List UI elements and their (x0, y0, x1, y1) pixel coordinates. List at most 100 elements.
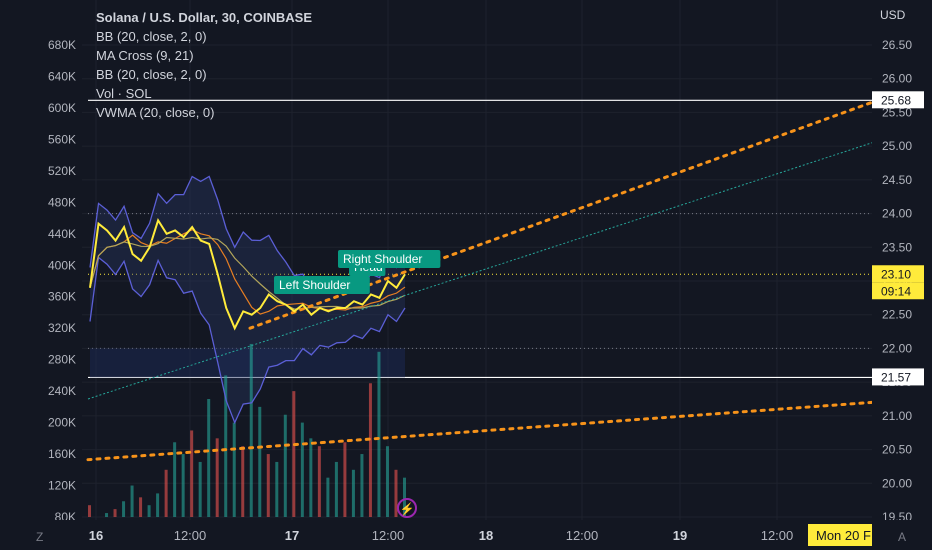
volume-bar (343, 442, 347, 517)
price-line (89, 217, 406, 331)
price-tick: 22.50 (882, 308, 912, 322)
left-shoulder-annotation-label: Left Shoulder (279, 278, 350, 292)
volume-bar (326, 477, 330, 517)
price-tick: 25.00 (882, 139, 912, 153)
volume-bar (181, 454, 185, 517)
time-tick: 16 (89, 528, 103, 543)
volume-bar (351, 469, 355, 517)
upper-trend-line[interactable] (248, 100, 874, 330)
volume-tick: 280K (48, 353, 76, 367)
volume-bar (122, 501, 126, 517)
price-tick: 20.00 (882, 476, 912, 490)
current-date-tag[interactable] (808, 524, 872, 546)
lightning-glyph: ⚡ (400, 502, 415, 516)
price-tick: 21.00 (882, 409, 912, 423)
time-tick: 12:00 (372, 528, 405, 543)
right-shoulder-annotation-label: Right Shoulder (343, 252, 422, 266)
countdown-tag (872, 282, 924, 300)
price-tick: 26.50 (882, 38, 912, 52)
price-tick: 25.50 (882, 105, 912, 119)
volume-bar (309, 438, 313, 517)
volume-bar (173, 442, 177, 517)
time-axis[interactable]: 16 12:00 17 12:00 18 12:00 19 12:00 Mon 20 F ⚡ (0, 498, 932, 550)
volume-bar (88, 505, 91, 517)
right-shoulder-annotation-box[interactable] (338, 250, 441, 268)
volume-tick: 480K (48, 195, 76, 209)
volume-bar (377, 351, 381, 517)
auto-scale-icon[interactable]: A (898, 530, 907, 544)
volume-tick: 520K (48, 164, 76, 178)
volume-tick: 440K (48, 227, 76, 241)
log-scale-icon[interactable]: Z (36, 530, 44, 544)
time-tick: 17 (285, 528, 299, 543)
volume-tick: 120K (48, 479, 76, 493)
volume-tick: 640K (48, 69, 76, 83)
price-tick: 20.50 (882, 443, 912, 457)
volume-bar (139, 497, 143, 517)
price-tick: 22.00 (882, 341, 912, 355)
volume-bar (360, 454, 364, 517)
volume-bar (164, 469, 168, 517)
volume-bar (283, 414, 287, 517)
resistance-price-tag (872, 91, 924, 109)
volume-bars (88, 343, 406, 517)
time-tick: 18 (479, 528, 493, 543)
time-tick: 12:00 (174, 528, 207, 543)
volume-bar (249, 343, 253, 517)
volume-axis: 680K 640K 600K 560K 520K 480K 440K 400K 360K 320K… (48, 38, 76, 524)
indicator-volume[interactable]: Vol · SOL (96, 86, 152, 101)
support-price-tag (872, 368, 924, 386)
indicator-bb-1[interactable]: BB (20, close, 2, 0) (96, 29, 207, 44)
volume-bar (385, 446, 389, 517)
time-tick: 12:00 (761, 528, 794, 543)
volume-bar (368, 383, 372, 517)
countdown-text: 09:14 (881, 284, 911, 298)
symbol-title[interactable]: Solana / U.S. Dollar, 30, COINBASE (96, 10, 313, 25)
lower-trend-line[interactable] (86, 400, 874, 462)
resistance-price-text: 25.68 (881, 93, 911, 107)
time-tick: 12:00 (566, 528, 599, 543)
currency-label[interactable]: USD (880, 8, 906, 22)
volume-bar (266, 454, 270, 517)
price-tick: 23.50 (882, 240, 912, 254)
volume-tick: 160K (48, 447, 76, 461)
bollinger-lower (89, 256, 406, 425)
volume-bar (113, 509, 117, 517)
price-tick: 26.00 (882, 72, 912, 86)
lightning-icon[interactable] (397, 498, 417, 518)
neckline[interactable] (87, 142, 873, 400)
left-shoulder-annotation-box[interactable] (274, 276, 370, 294)
volume-tick: 200K (48, 416, 76, 430)
volume-bar (198, 461, 202, 517)
volume-tick: 240K (48, 384, 76, 398)
indicator-vwma[interactable]: VWMA (20, close, 0) (96, 105, 215, 120)
current-date-label: Mon 20 F (816, 528, 871, 543)
price-tick: 24.00 (882, 207, 912, 221)
chart-legend: Solana / U.S. Dollar, 30, COINBASE BB (2… (96, 8, 312, 122)
volume-tick: 560K (48, 132, 76, 146)
indicator-ma-cross[interactable]: MA Cross (9, 21) (96, 48, 194, 63)
indicator-bb-2[interactable]: BB (20, close, 2, 0) (96, 67, 207, 82)
volume-bar (317, 446, 321, 517)
volume-bar (258, 406, 262, 517)
volume-bar (207, 399, 211, 517)
volume-bar (156, 493, 160, 517)
volume-bar (232, 422, 236, 517)
volume-bar (130, 485, 134, 517)
price-axis-bg (872, 0, 932, 520)
price-axis[interactable]: USD 26.50 26.00 25.50 25.00 24.50 24.00 23.50 23… (872, 0, 932, 524)
volume-bar (394, 469, 398, 517)
volume-bar (275, 461, 279, 517)
volume-bar (300, 422, 304, 517)
volume-bar (241, 446, 245, 517)
current-price-text: 23.10 (881, 267, 911, 281)
volume-bar (147, 505, 151, 517)
support-price-text: 21.57 (881, 370, 911, 384)
volume-bar (292, 391, 296, 517)
volume-bar (224, 375, 228, 517)
volume-bar (334, 461, 338, 517)
vwma-line (89, 236, 406, 310)
price-tick: 24.50 (882, 173, 912, 187)
